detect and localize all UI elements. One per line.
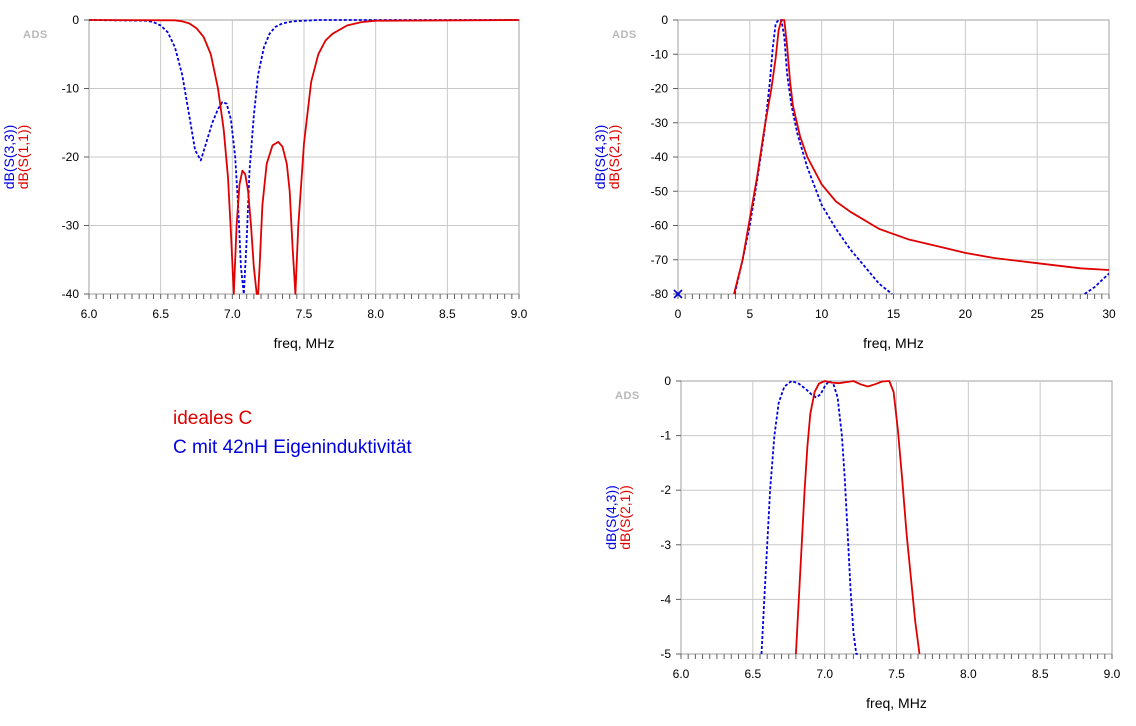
y-tick-label: -20	[651, 82, 669, 96]
y-tick-label: 0	[72, 13, 79, 27]
y-tick-label: -30	[651, 116, 669, 130]
y-tick-label: -3	[660, 538, 671, 552]
series-group	[760, 380, 921, 655]
x-tick-label: 20	[959, 307, 973, 321]
y-tick-label: -70	[651, 253, 669, 267]
x-tick-label: 6.5	[744, 667, 761, 681]
series-group	[733, 19, 1109, 295]
y-tick-label: -4	[660, 592, 671, 606]
series-line-red	[733, 19, 1109, 295]
transmission-wide-chart: 0 5 10 15 20 25 30 0 -10 -20 -30 -40 -50 -60 -70 -80 ADS…	[592, 13, 1116, 351]
x-axis-label: freq, MHz	[866, 695, 927, 711]
x-tick-label: 8.5	[439, 307, 456, 321]
x-tick-label: 30	[1102, 307, 1116, 321]
legend-item-inductance: C mit 42nH Eigeninduktivität	[173, 437, 412, 458]
y-tick-label: -30	[62, 219, 80, 233]
y-tick-label: -10	[651, 47, 669, 61]
y-tick-label: -2	[660, 483, 671, 497]
x-tick-label: 6.0	[673, 667, 690, 681]
series-line-blue	[89, 19, 519, 295]
y-axis-label: dB(S(4,3))	[603, 485, 619, 550]
x-tick-label: 8.0	[960, 667, 977, 681]
x-tick-label: 6.5	[152, 307, 169, 321]
series-line-red	[795, 380, 921, 655]
y-tick-label: 0	[661, 13, 668, 27]
y-axis-label: dB(S(2,1))	[617, 485, 633, 550]
y-tick-label: -40	[62, 287, 80, 301]
series-group	[89, 19, 519, 295]
y-tick-label: -10	[62, 82, 80, 96]
series-line-blue	[1084, 272, 1109, 295]
marker-x	[673, 289, 683, 299]
ads-watermark: ADS	[615, 390, 640, 402]
y-tick-label: -80	[651, 287, 669, 301]
x-tick-label: 8.0	[367, 307, 384, 321]
x-tick-label: 7.5	[888, 667, 905, 681]
y-tick-label: -5	[660, 647, 671, 661]
x-tick-label: 8.5	[1032, 667, 1049, 681]
transmission-zoom-chart: 6.0 6.5 7.0 7.5 8.0 8.5 9.0 0 -1 -2 -3 -4 -5 ADS freq,…	[603, 374, 1121, 711]
x-tick-label: 0	[675, 307, 682, 321]
y-tick-label: -60	[651, 219, 669, 233]
y-tick-label: -20	[62, 150, 80, 164]
x-axis-label: freq, MHz	[274, 335, 335, 351]
x-tick-label: 9.0	[1104, 667, 1121, 681]
y-tick-label: 0	[664, 374, 671, 388]
x-tick-label: 7.0	[224, 307, 241, 321]
x-tick-label: 7.5	[296, 307, 313, 321]
y-axis-label: dB(S(2,1))	[606, 125, 622, 190]
y-tick-label: -1	[660, 429, 671, 443]
reflection-chart: 6.0 6.5 7.0 7.5 8.0 8.5 9.0 0 -10 -20 -30 -40 ADS fre…	[1, 13, 528, 351]
legend-item-ideal: ideales C	[173, 408, 253, 429]
ads-watermark: ADS	[23, 29, 48, 41]
x-tick-label: 6.0	[81, 307, 98, 321]
y-axis-label: dB(S(4,3))	[592, 125, 608, 190]
x-tick-label: 10	[815, 307, 829, 321]
x-tick-label: 5	[746, 307, 753, 321]
series-line-red	[89, 19, 519, 295]
x-tick-label: 9.0	[511, 307, 528, 321]
series-line-blue	[760, 380, 858, 655]
x-tick-label: 25	[1030, 307, 1044, 321]
y-tick-label: -40	[651, 150, 669, 164]
y-tick-label: -50	[651, 184, 669, 198]
y-axis-label: dB(S(3,3))	[1, 125, 17, 190]
x-tick-label: 15	[887, 307, 901, 321]
ads-watermark: ADS	[612, 29, 637, 41]
x-axis-label: freq, MHz	[863, 335, 924, 351]
y-axis-label: dB(S(1,1))	[15, 125, 31, 190]
x-tick-label: 7.0	[816, 667, 833, 681]
